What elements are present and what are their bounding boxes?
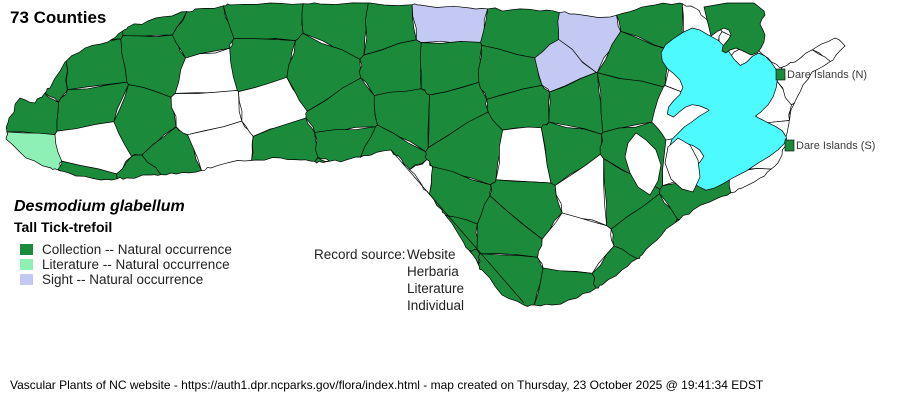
svg-text:Dare Islands (S): Dare Islands (S) <box>796 140 875 152</box>
svg-text:Dare Islands (N): Dare Islands (N) <box>787 69 867 81</box>
